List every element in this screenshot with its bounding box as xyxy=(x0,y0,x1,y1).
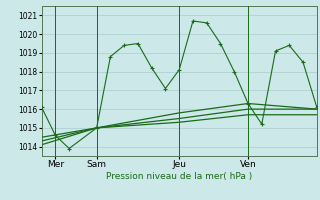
X-axis label: Pression niveau de la mer( hPa ): Pression niveau de la mer( hPa ) xyxy=(106,172,252,181)
